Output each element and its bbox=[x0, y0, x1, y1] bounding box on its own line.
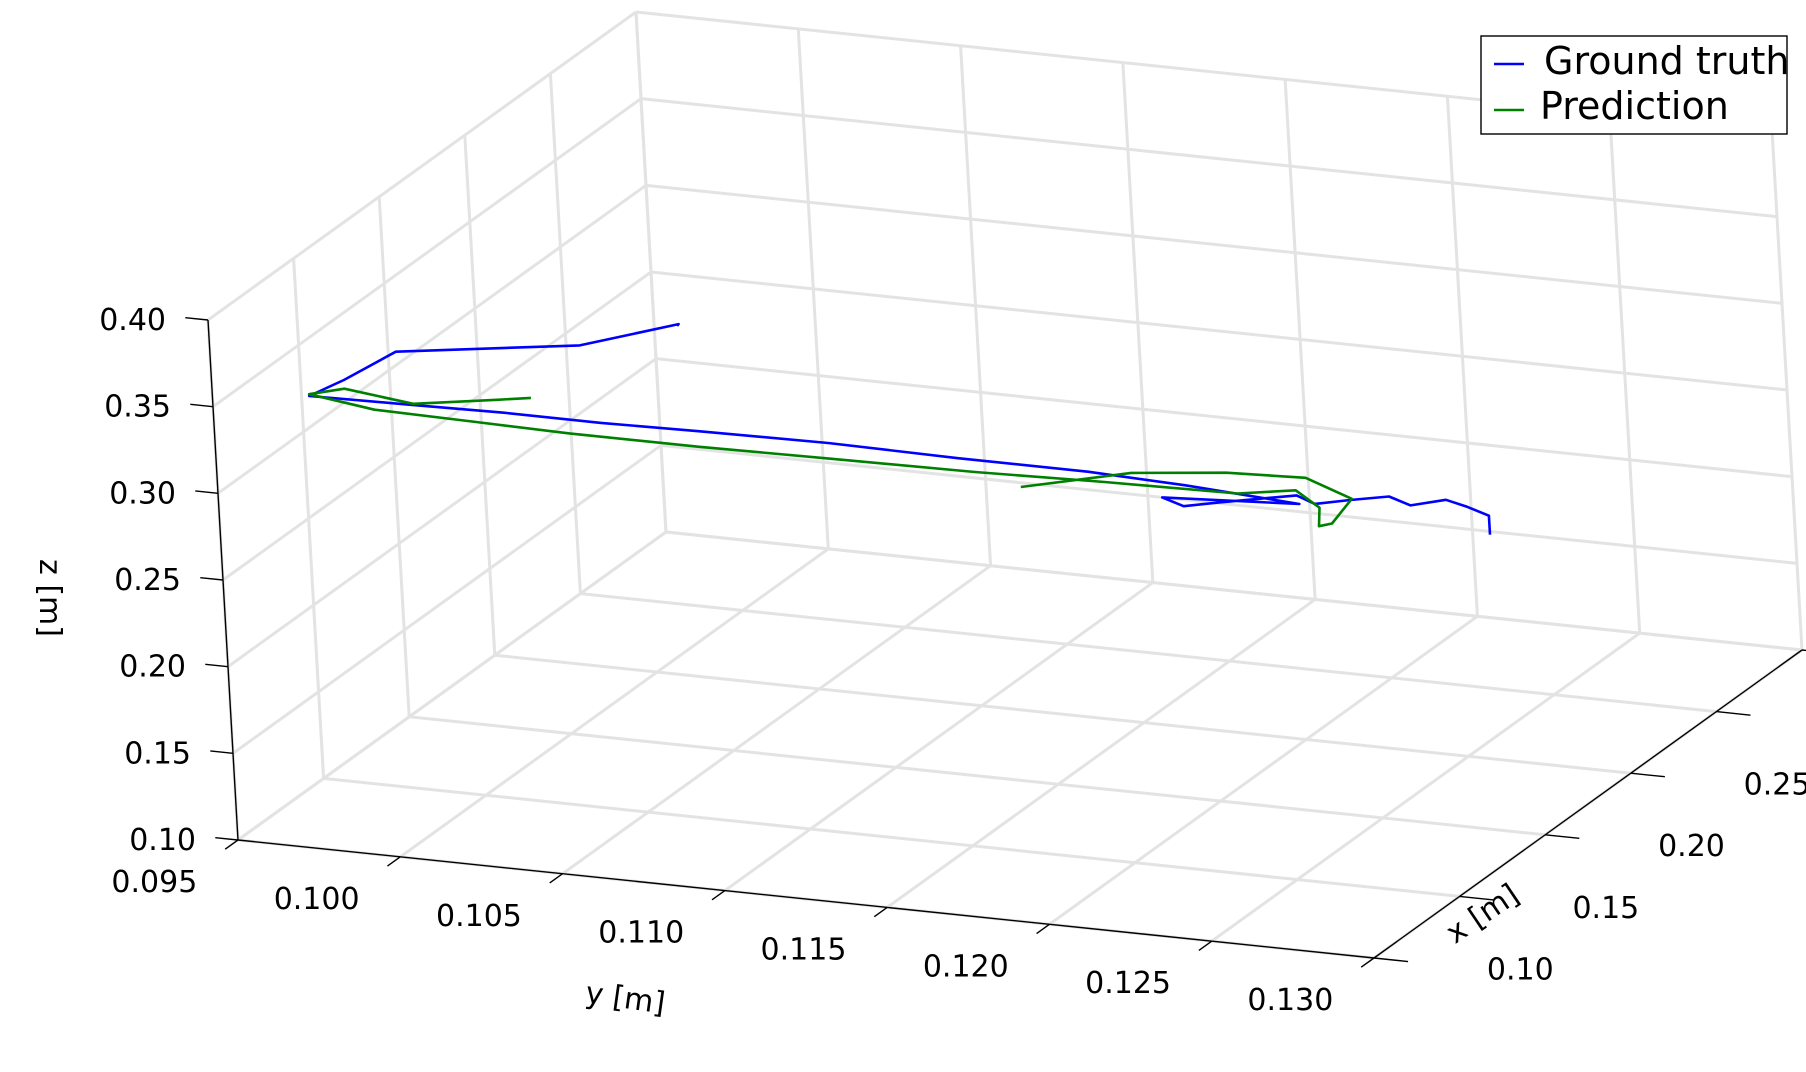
floor-gridline bbox=[323, 776, 1460, 898]
series-line-ground-truth bbox=[307, 322, 1492, 535]
floor-gridline bbox=[723, 581, 1154, 892]
x-axis-line bbox=[1373, 649, 1803, 959]
z-tick-mark bbox=[210, 750, 234, 755]
x-tick-label: 0.20 bbox=[1658, 829, 1725, 864]
y-axis-label: y [m] bbox=[583, 976, 667, 1022]
back-wall-gridline bbox=[645, 183, 1783, 305]
floor-gridline bbox=[1048, 615, 1479, 926]
back-wall-gridline bbox=[665, 530, 1803, 652]
back-wall-gridline bbox=[660, 443, 1798, 565]
x-tick-mark bbox=[1373, 957, 1409, 963]
left-wall-gridline bbox=[212, 97, 642, 408]
floor-gridline bbox=[399, 547, 830, 859]
y-tick-label: 0.105 bbox=[436, 899, 522, 934]
y-tick-label: 0.110 bbox=[598, 916, 684, 951]
y-axis-line bbox=[237, 839, 1375, 959]
z-tick-mark bbox=[200, 576, 224, 581]
z-tick-label: 0.25 bbox=[114, 563, 181, 598]
x-tick-mark bbox=[1716, 710, 1751, 716]
y-tick-label: 0.120 bbox=[923, 949, 1009, 984]
z-tick-label: 0.20 bbox=[119, 650, 186, 685]
z-axis-label: z [m] bbox=[32, 559, 67, 637]
x-tick-mark bbox=[1801, 649, 1806, 652]
floor-gridline bbox=[1210, 631, 1641, 943]
z-tick-label: 0.40 bbox=[99, 303, 166, 338]
left-wall-gridline bbox=[207, 10, 637, 322]
y-tick-mark bbox=[711, 890, 726, 901]
z-tick-label: 0.10 bbox=[129, 823, 196, 858]
x-tick-label: 0.15 bbox=[1572, 891, 1639, 926]
back-wall-gridline bbox=[640, 97, 1778, 219]
floor-gridline bbox=[886, 598, 1317, 909]
y-tick-label: 0.130 bbox=[1247, 983, 1333, 1018]
x-axis-label: x [m] bbox=[1440, 877, 1526, 951]
legend-box bbox=[1480, 35, 1788, 135]
left-wall-gridline bbox=[222, 270, 652, 582]
y-tick-mark bbox=[873, 906, 888, 918]
legend: Ground truth Prediction bbox=[1480, 35, 1789, 135]
z-tick-mark bbox=[205, 663, 229, 668]
x-tick-mark bbox=[1545, 834, 1580, 840]
left-wall-gridline bbox=[232, 444, 662, 755]
axis-grid bbox=[206, 10, 1804, 960]
floor-gridline bbox=[580, 592, 1717, 714]
z-tick-label: 0.15 bbox=[124, 736, 191, 771]
x-tick-mark bbox=[1459, 895, 1494, 901]
legend-prediction-label: Prediction bbox=[1540, 84, 1729, 128]
axes: 0.095 0.100 0.105 0.110 0.115 0.120 0.125 0.130… bbox=[99, 303, 1806, 1018]
z-tick-mark bbox=[215, 836, 239, 841]
y-tick-label: 0.100 bbox=[274, 882, 360, 917]
floor-gridline bbox=[409, 715, 1546, 837]
x-tick-label: 0.10 bbox=[1487, 952, 1554, 987]
back-wall-gridline bbox=[650, 270, 1788, 392]
back-wall-gridline bbox=[655, 357, 1793, 479]
y-tick-mark bbox=[1036, 923, 1050, 935]
y-tick-mark bbox=[549, 873, 563, 884]
y-tick-label: 0.095 bbox=[111, 865, 197, 900]
floor-gridline bbox=[561, 564, 992, 875]
y-tick-mark bbox=[1360, 957, 1375, 968]
z-tick-mark bbox=[195, 490, 219, 495]
left-wall-gridline bbox=[217, 184, 647, 495]
floor-gridline bbox=[494, 653, 1631, 775]
y-tick-label: 0.125 bbox=[1085, 966, 1171, 1001]
y-tick-label: 0.115 bbox=[761, 932, 847, 967]
z-tick-label: 0.30 bbox=[109, 476, 176, 511]
series-line-prediction bbox=[307, 387, 1354, 528]
trajectory-series bbox=[307, 322, 1492, 535]
y-tick-mark bbox=[387, 856, 401, 867]
x-tick-mark bbox=[1630, 772, 1665, 778]
left-wall-gridline bbox=[227, 357, 657, 668]
z-tick-mark bbox=[190, 403, 214, 408]
x-tick-label: 0.25 bbox=[1744, 768, 1806, 803]
z-tick-mark bbox=[185, 316, 209, 321]
left-wall-gridline bbox=[237, 530, 667, 842]
y-tick-mark bbox=[1198, 940, 1213, 951]
y-tick-mark bbox=[224, 839, 239, 850]
legend-ground-truth-label: Ground truth bbox=[1544, 39, 1789, 83]
z-tick-label: 0.35 bbox=[104, 390, 171, 425]
